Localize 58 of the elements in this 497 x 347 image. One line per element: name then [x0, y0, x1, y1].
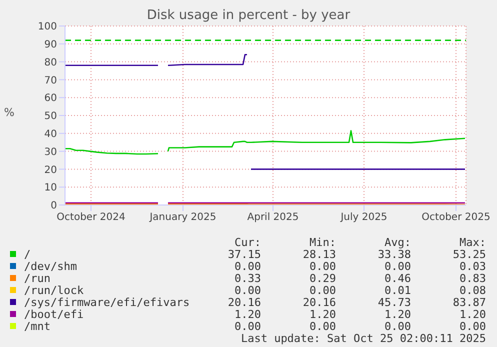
- text: 28.13: [302, 248, 336, 260]
- x-tick-label: October 2025: [422, 212, 490, 224]
- text: 1.20: [308, 308, 336, 320]
- text: 0.00: [234, 260, 261, 272]
- text: Max:: [458, 236, 486, 249]
- text: 53.25: [452, 248, 486, 260]
- y-tick-label: 10: [44, 182, 57, 194]
- legend-label: /sys/firmware/efi/efivars: [24, 296, 190, 308]
- legend-label: /run: [24, 272, 50, 284]
- text: 1.20: [384, 308, 411, 320]
- y-tick-label: 20: [44, 164, 57, 176]
- text: 0.46: [384, 272, 411, 284]
- text: 0.00: [308, 284, 336, 296]
- text: 0.33: [234, 272, 261, 284]
- y-tick-label: 60: [44, 93, 57, 104]
- text: 1.20: [458, 308, 486, 320]
- text: 0.08: [458, 284, 486, 296]
- y-tick-label: 80: [44, 57, 57, 68]
- text: 0.00: [384, 260, 411, 272]
- legend-label: /dev/shm: [24, 260, 77, 272]
- chart-title: Disk usage in percent - by year: [146, 8, 352, 23]
- text: 0.00: [234, 284, 261, 296]
- text: Cur:: [234, 236, 261, 249]
- text: Last update: Sat Oct 25 02:00:11 2025: [240, 332, 486, 345]
- legend-label: /run/lock: [24, 284, 84, 296]
- y-tick-label: 30: [44, 146, 57, 158]
- text: 83.87: [452, 296, 486, 308]
- text: Avg:: [384, 236, 411, 249]
- y-tick-label: 40: [44, 128, 57, 140]
- text: Min:: [308, 236, 336, 249]
- text: 20.16: [302, 296, 336, 308]
- x-tick-label: October 2024: [56, 212, 126, 224]
- x-tick-label: January 2025: [148, 212, 216, 224]
- y-tick-label: 100: [38, 22, 57, 33]
- text: 0.00: [308, 320, 336, 332]
- text: 0.00: [458, 320, 486, 332]
- legend-label: /boot/efi: [24, 308, 84, 320]
- text: 0.83: [458, 272, 486, 284]
- text: 0.29: [308, 272, 336, 284]
- x-tick-label: April 2025: [247, 212, 299, 224]
- text: 0.03: [458, 260, 486, 272]
- text: 45.73: [376, 296, 411, 308]
- text: 37.15: [226, 248, 261, 260]
- y-tick-label: 0: [50, 200, 57, 212]
- text: 0.00: [234, 320, 261, 332]
- text: 1.20: [234, 308, 261, 320]
- y-tick-label: 50: [44, 111, 57, 122]
- text: 20.16: [228, 296, 261, 308]
- text: 0.01: [384, 284, 411, 296]
- legend-label: /: [24, 248, 31, 260]
- y-tick-label: 70: [44, 75, 57, 86]
- y-tick-label: 90: [44, 39, 57, 50]
- text: 33.38: [376, 248, 411, 260]
- legend-label: /mnt: [24, 320, 50, 332]
- x-tick-label: July 2025: [340, 212, 388, 224]
- y-axis-title: %: [4, 106, 14, 119]
- text: 0.00: [384, 320, 411, 332]
- text: 0.00: [308, 260, 336, 272]
